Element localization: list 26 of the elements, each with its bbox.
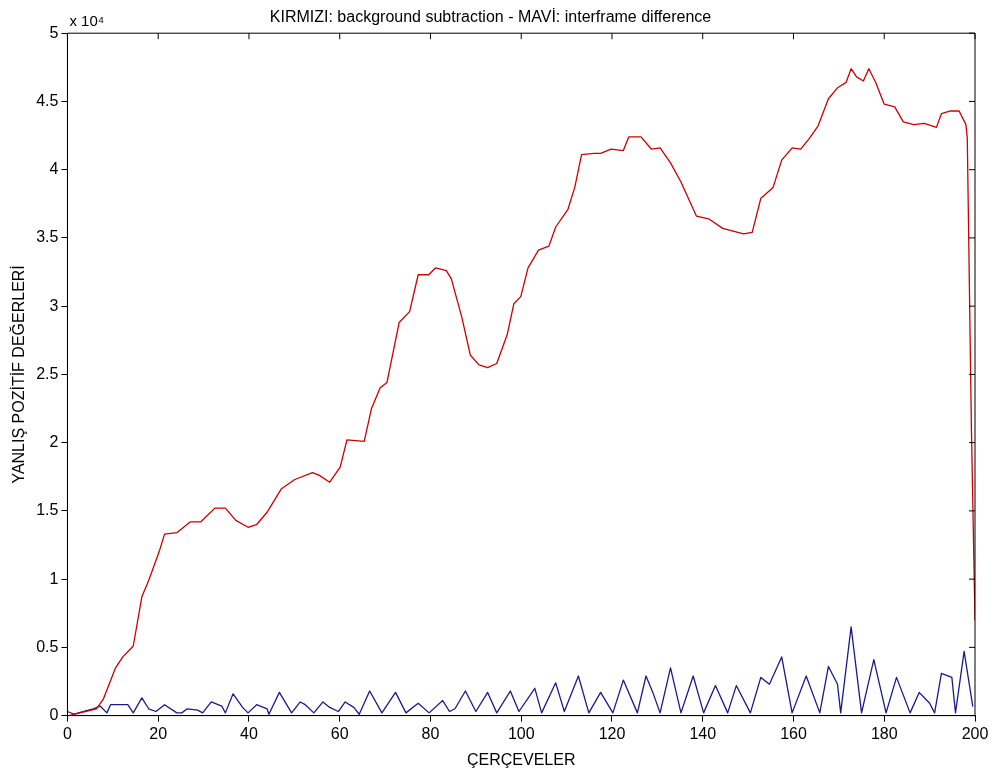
y-tick-label: 2.5 (36, 364, 59, 382)
y-tick-label: 4.5 (36, 91, 59, 109)
y-axis-title: YANLIŞ POZİTİF DEĞERLERİ (9, 265, 28, 484)
x-axis-title: ÇERÇEVELER (466, 750, 576, 768)
y-tick-label: 0 (49, 706, 59, 724)
y-tick-label: 3 (49, 296, 59, 314)
x-tick-label: 200 (961, 724, 989, 742)
y-tick-label: 0.5 (36, 637, 59, 655)
y-tick-label: 1.5 (36, 501, 59, 519)
x-tick-label: 40 (240, 724, 258, 742)
x-tick-label: 120 (598, 724, 626, 742)
chart-title: KIRMIZI: background subtraction - MAVİ: interframe difference (269, 7, 712, 26)
text: x 10⁴ (69, 11, 105, 29)
x-tick-label: 140 (689, 724, 717, 742)
x-tick-label: 100 (507, 724, 535, 742)
x-tick-label: 0 (62, 724, 72, 742)
x-tick-label: 80 (421, 724, 440, 742)
y-tick-label: 1 (49, 569, 59, 587)
y-tick-label: 3.5 (36, 228, 59, 246)
y-tick-label: 2 (49, 433, 59, 451)
x-tick-label: 20 (149, 724, 168, 742)
x-tick-label: 160 (780, 724, 807, 742)
y-tick-label: 5 (49, 23, 59, 41)
x-tick-label: 180 (870, 724, 898, 742)
y-tick-label: 4 (49, 160, 59, 178)
x-tick-label: 60 (330, 724, 349, 742)
